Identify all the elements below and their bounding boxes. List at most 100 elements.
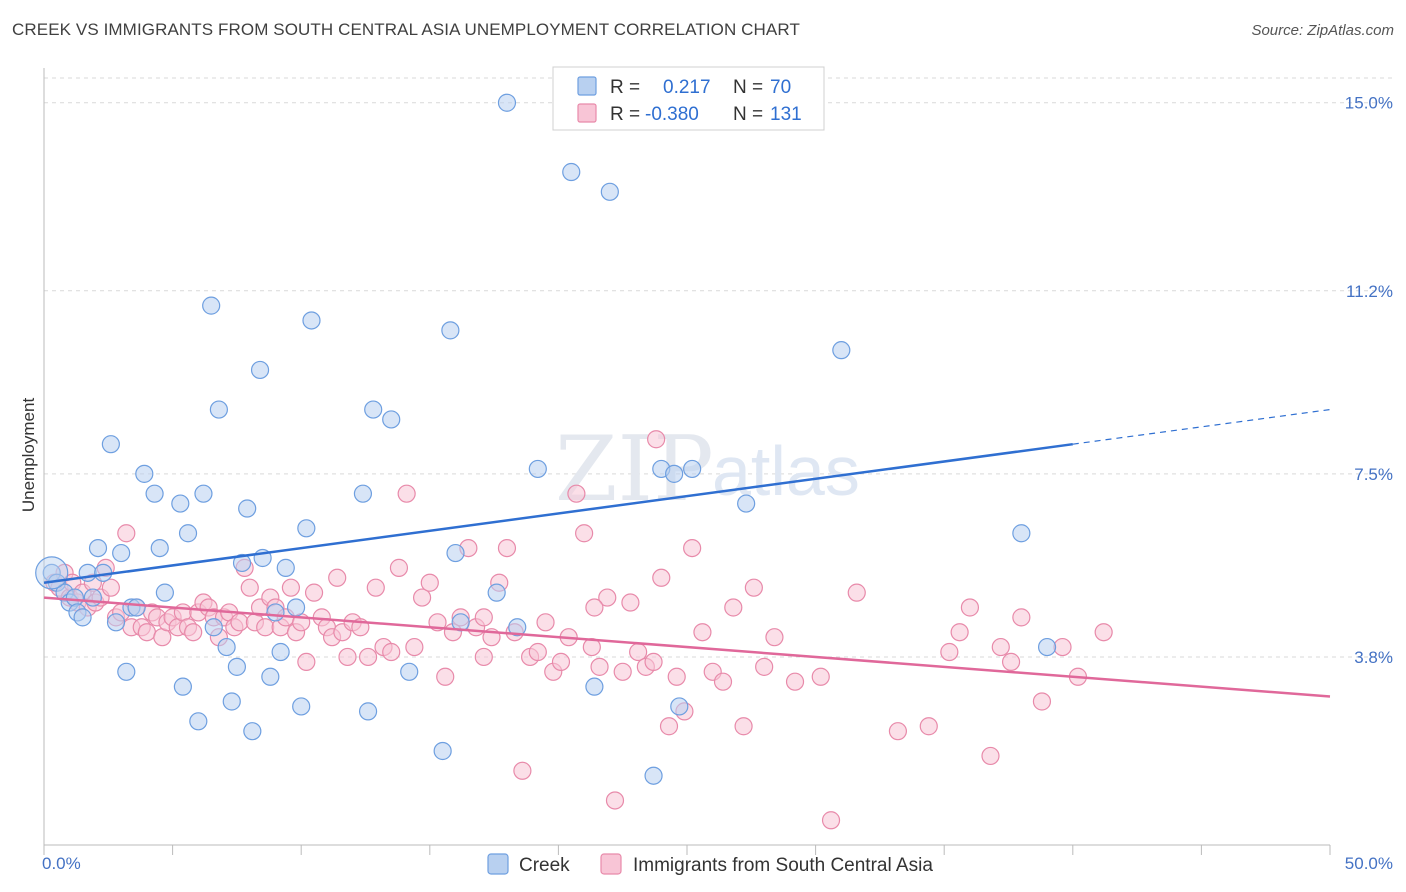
immigrants-point [281, 578, 301, 597]
y-tick-label: 7.5% [1354, 465, 1393, 484]
immigrants-point [397, 484, 416, 503]
immigrants-point [652, 568, 671, 587]
immigrants-point [888, 722, 908, 741]
immigrants-point [328, 568, 347, 587]
immigrants-point [598, 588, 617, 607]
creek-point [178, 524, 198, 543]
legend-n-value-creek: 70 [770, 77, 791, 98]
immigrants-point [991, 637, 1010, 657]
creek-point [83, 588, 102, 607]
creek-point [358, 702, 378, 721]
immigrants-point [811, 667, 830, 686]
immigrants-point [644, 652, 663, 672]
creek-point [683, 459, 702, 479]
immigrants-point [693, 623, 712, 642]
creek-point-cluster [35, 556, 69, 590]
immigrants-point [667, 667, 686, 686]
creek-point [446, 543, 465, 563]
immigrants-point [744, 578, 763, 597]
y-tick-label: 3.8% [1354, 648, 1393, 667]
creek-point [194, 484, 213, 503]
immigrants-point [724, 598, 743, 617]
creek-point [106, 613, 126, 632]
creek-point [487, 583, 506, 602]
creek-point [644, 766, 663, 785]
creek-point [127, 598, 146, 617]
immigrants-point [755, 657, 774, 676]
immigrants-point [981, 746, 1000, 766]
legend-box: R = 0.217 N = 70 R = -0.380 N = 131 [552, 66, 825, 131]
chart-title: CREEK VS IMMIGRANTS FROM SOUTH CENTRAL A… [12, 20, 800, 39]
immigrants-point [358, 647, 378, 667]
legend-r-value-immigrants: -0.380 [645, 104, 699, 125]
creek-point [202, 296, 221, 315]
creek-point [528, 459, 547, 479]
legend-r-label-creek: R = [610, 77, 640, 98]
creek-point [145, 484, 164, 503]
creek-point [250, 360, 270, 380]
immigrants-point [420, 573, 439, 592]
immigrants-point [575, 524, 594, 543]
immigrants-point [382, 642, 401, 662]
creek-point [286, 598, 306, 617]
creek-point [238, 499, 257, 518]
creek-point [204, 618, 223, 637]
creek-point [508, 618, 527, 637]
x-tick-label: 0.0% [42, 854, 81, 873]
immigrants-point [785, 672, 805, 691]
immigrants-point [821, 811, 841, 830]
legend-n-value-immigrants: 131 [770, 104, 802, 125]
immigrants-point [734, 717, 753, 736]
immigrants-point [1012, 608, 1031, 627]
immigrants-point [847, 583, 866, 602]
creek-point [217, 637, 236, 657]
creek-point [261, 667, 280, 686]
trend-layer [43, 408, 1331, 698]
creek-point [600, 182, 619, 201]
immigrants-trend-line [43, 596, 1331, 698]
y-tick-label: 11.2% [1346, 282, 1393, 301]
creek-point [1037, 637, 1057, 657]
watermark-atlas: atlas [712, 432, 860, 510]
immigrants-point [412, 588, 432, 607]
creek-point [227, 657, 246, 676]
creek-point [737, 494, 756, 513]
creek-point [150, 538, 169, 558]
x-tick-label: 50.0% [1345, 854, 1393, 873]
creek-point [433, 741, 452, 761]
immigrants-point [585, 598, 604, 617]
chart-source: Source: ZipAtlas.com [1251, 22, 1394, 39]
creek-point [173, 677, 192, 696]
creek-point [117, 662, 136, 681]
immigrants-point [765, 628, 784, 647]
immigrants-point [590, 657, 609, 676]
immigrants-point [683, 538, 702, 558]
creek-point [155, 583, 174, 602]
immigrants-point [474, 608, 493, 627]
immigrants-point [613, 662, 632, 681]
immigrants-point [117, 524, 136, 543]
immigrants-point [647, 430, 666, 449]
creek-point [101, 435, 120, 454]
creek-point [271, 642, 290, 662]
immigrants-point [960, 598, 980, 617]
legend-r-value-creek: 0.217 [663, 77, 711, 98]
creek-point [497, 93, 517, 112]
immigrants-point [567, 484, 586, 503]
immigrants-point [304, 583, 324, 602]
creek-point [65, 588, 84, 607]
creek-point [222, 692, 241, 711]
immigrants-point [659, 717, 679, 736]
immigrants-point [1001, 652, 1021, 672]
immigrants-point [513, 761, 532, 780]
creek-point [297, 519, 316, 538]
immigrants-point [713, 672, 733, 691]
immigrants-point [137, 623, 156, 642]
creek-point [562, 162, 581, 182]
creek-point [585, 677, 604, 696]
immigrants-point [405, 637, 424, 657]
creek-point [232, 553, 252, 573]
immigrants-point [621, 593, 640, 612]
immigrants-point [230, 613, 249, 632]
